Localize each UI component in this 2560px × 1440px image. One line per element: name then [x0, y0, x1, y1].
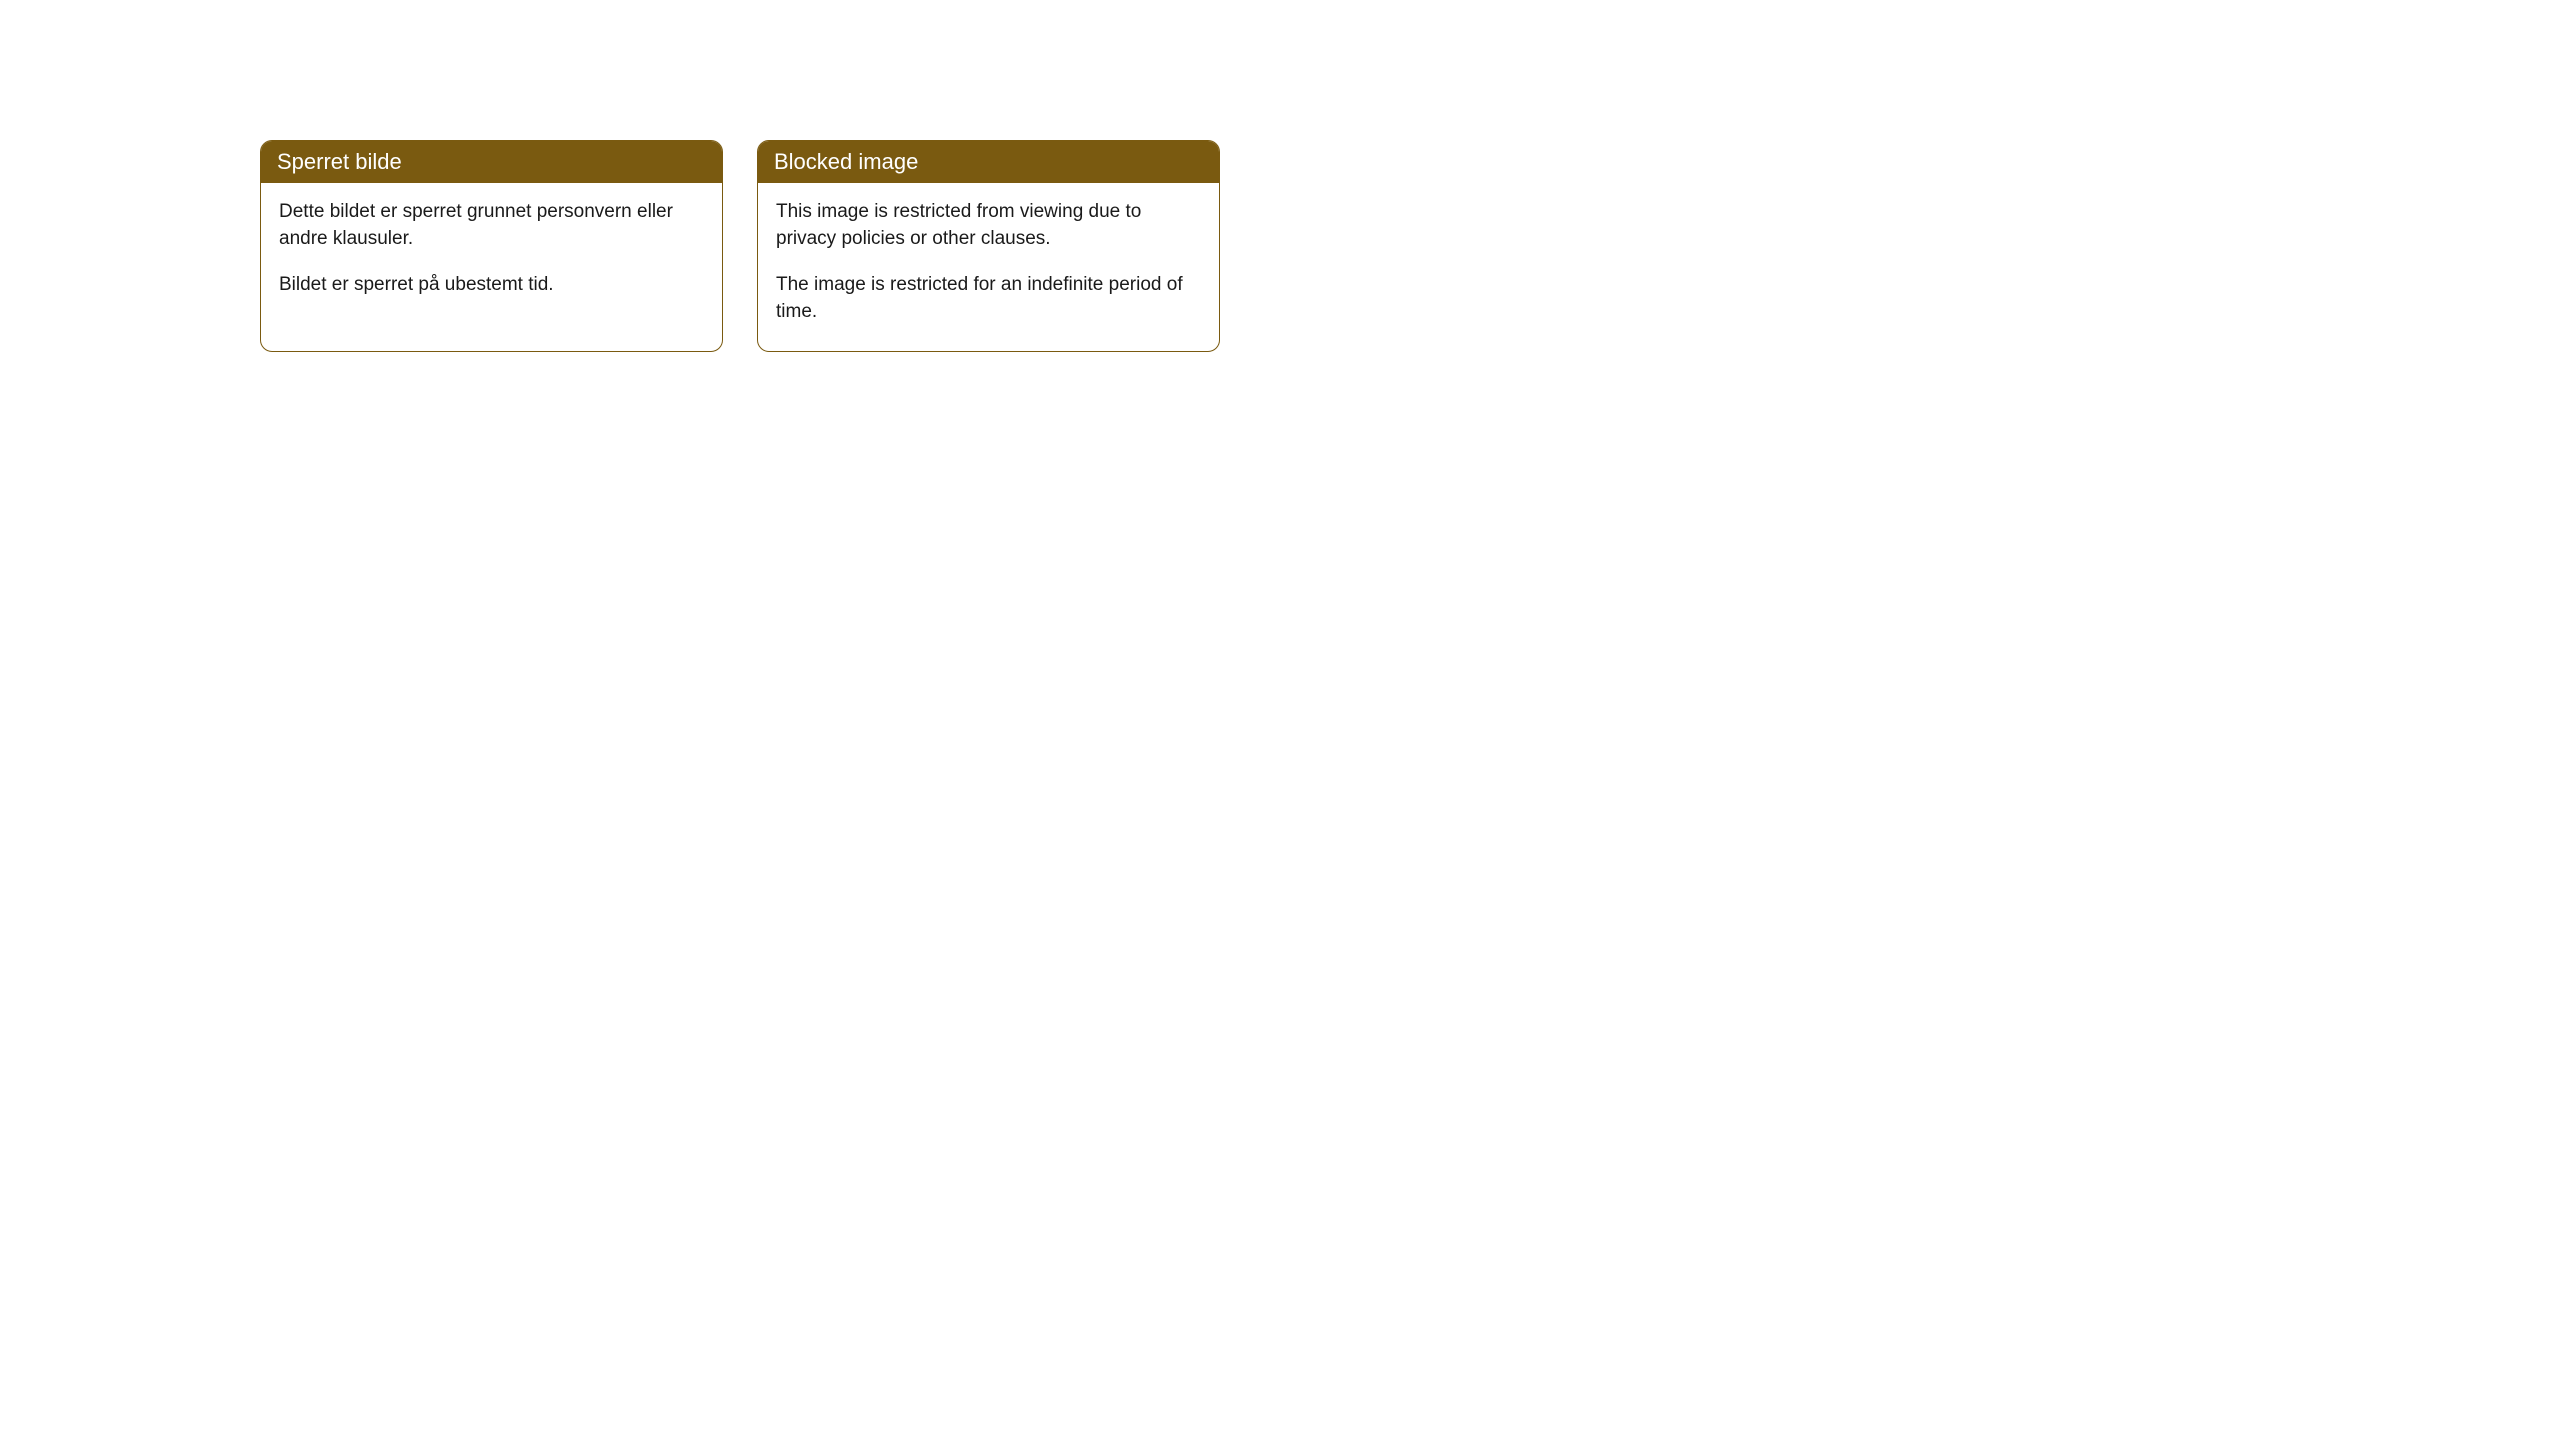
card-paragraph-2-norwegian: Bildet er sperret på ubestemt tid.	[279, 272, 704, 299]
notice-container: Sperret bilde Dette bildet er sperret gr…	[260, 140, 1220, 352]
card-paragraph-1-english: This image is restricted from viewing du…	[776, 199, 1201, 252]
card-paragraph-2-english: The image is restricted for an indefinit…	[776, 272, 1201, 325]
blocked-image-card-english: Blocked image This image is restricted f…	[757, 140, 1220, 352]
blocked-image-card-norwegian: Sperret bilde Dette bildet er sperret gr…	[260, 140, 723, 352]
card-paragraph-1-norwegian: Dette bildet er sperret grunnet personve…	[279, 199, 704, 252]
card-body-english: This image is restricted from viewing du…	[758, 183, 1219, 351]
card-header-norwegian: Sperret bilde	[261, 141, 722, 183]
card-body-norwegian: Dette bildet er sperret grunnet personve…	[261, 183, 722, 325]
card-header-english: Blocked image	[758, 141, 1219, 183]
